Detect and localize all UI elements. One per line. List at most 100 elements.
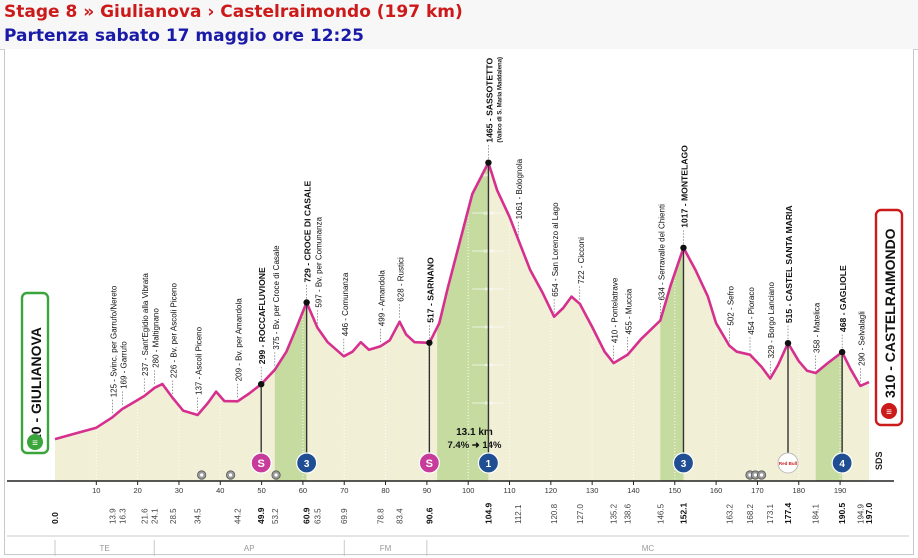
waypoint-label: 125 - Svinc. per Garrufo/Nereto [109, 285, 118, 397]
waypoint: 209 - Bv. per Amandola [235, 298, 244, 398]
intermediate-icon-center [229, 473, 233, 477]
intermediate-icon-center [753, 473, 757, 477]
km-marker-label: 16.3 [118, 508, 127, 524]
km-marker-label: 60.9 [302, 507, 312, 524]
climb-gradient: 7.4% ➜ 14% [447, 440, 501, 451]
waypoint-label: 209 - Bv. per Amandola [235, 298, 244, 382]
waypoint: 237 - Sant'Egidio alla Vibrata [141, 273, 150, 392]
waypoint-label: 499 - Amandola [378, 270, 387, 327]
x-tick-label: 20 [133, 486, 141, 495]
province-label: AP [244, 544, 255, 553]
waypoint: 628 - Rustici [397, 257, 406, 318]
x-tick-label: 170 [751, 486, 764, 495]
waypoint: 290 - Selvalagli [857, 311, 866, 382]
waypoint-label: 1017 - MONTELAGO [679, 145, 689, 228]
redbull-icon [777, 452, 799, 474]
summit-dot [784, 339, 792, 347]
start-sign: 10 - GIULIANOVA≡ [20, 291, 50, 455]
kom-badge: 4 [831, 355, 853, 474]
waypoint-label: 597 - Bv. per Comunanza [314, 216, 323, 307]
km-marker-label: 138.6 [624, 503, 633, 524]
waypoint: 455 - Muccia [625, 288, 634, 351]
km-marker-label: 194.9 [856, 503, 865, 524]
km-marker-label: 0.0 [50, 512, 60, 524]
waypoint: 358 - Matelica [813, 302, 822, 369]
kom-icon [831, 452, 853, 474]
kom-badge: 3 [672, 250, 695, 474]
finish-sign-box [874, 208, 904, 427]
waypoint-label: 654 - San Lorenzo al Lago [551, 202, 560, 297]
waypoint: 634 - Serravalle del Chienti [657, 204, 666, 317]
waypoint: 125 - Svinc. per Garrufo/Nereto [109, 285, 118, 414]
climb-area [274, 302, 307, 481]
waypoint-label: 299 - ROCCAFLUVIONE [257, 267, 267, 364]
waypoint: 299 - ROCCAFLUVIONE [257, 267, 267, 388]
x-tick-label: 90 [423, 486, 431, 495]
km-marker-label: 83.4 [396, 508, 405, 524]
sprint-icon [250, 452, 272, 474]
climb-area [437, 162, 489, 481]
km-marker-label: 197.0 [864, 502, 874, 524]
km-marker-label: 69.9 [340, 508, 349, 524]
finish-label: 310 - CASTELRAIMONDO [882, 228, 898, 398]
sprint-badge: S [418, 345, 440, 474]
kom-icon [296, 452, 318, 474]
kom-icon [672, 452, 695, 474]
intermediate-icon-center [759, 473, 764, 477]
waypoint-sublabel: (Valico di S. Maria Maddalena) [497, 57, 503, 143]
sprint-badge: S [250, 387, 272, 474]
summit-dot [680, 244, 687, 251]
waypoint: 1061 - Bolognola [515, 158, 524, 236]
climb-area [660, 247, 684, 481]
waypoint: 517 - SARNANO [425, 257, 435, 346]
waypoint: 375 - Bv. per Croce di Casale [272, 245, 281, 366]
profile-line [54, 161, 870, 441]
waypoint-label: 628 - Rustici [397, 257, 406, 302]
kom-category: 3 [304, 459, 310, 470]
km-marker-label: 21.6 [140, 508, 149, 524]
redbull-label: Red Bull [779, 461, 797, 466]
intermediate-icon-center [748, 473, 752, 477]
km-marker-label: 173.1 [766, 503, 775, 524]
start-label: 10 - GIULIANOVA [28, 327, 44, 442]
x-tick-label: 10 [92, 486, 100, 495]
waypoint-label: 454 - Pioraco [747, 287, 756, 335]
x-tick-label: 30 [175, 486, 183, 495]
km-marker-label: 168.2 [746, 503, 755, 524]
finish-bike-icon [881, 403, 897, 419]
kom-category: 4 [839, 459, 845, 470]
waypoint: 410 - Pontelatrave [611, 277, 620, 360]
waypoint-label: 455 - Muccia [625, 288, 634, 334]
km-marker-label: 152.1 [678, 502, 688, 524]
x-tick-label: 180 [792, 486, 805, 495]
waypoint-label: 468 - GAGLIOLE [838, 265, 848, 332]
start-sign-box [20, 291, 50, 455]
km-marker-label: 163.2 [725, 503, 734, 524]
x-tick-label: 130 [586, 486, 599, 495]
waypoint: 502 - Sefro [726, 285, 735, 342]
redbull-badge: Red Bull [777, 346, 799, 474]
summit-dot [426, 339, 433, 346]
waypoint-label: 517 - SARNANO [425, 257, 435, 323]
finish-sign: 310 - CASTELRAIMONDO ≡ [874, 208, 904, 427]
x-tick-label: 160 [710, 486, 723, 495]
waypoint: 169 - Garrufo [119, 341, 128, 405]
waypoint-label: 446 - Comunanza [341, 272, 350, 336]
km-marker-label: 49.9 [256, 507, 266, 524]
waypoint-label: 329 - Borgo Lanciano [767, 281, 776, 358]
start-bike-glyph: ≡ [32, 438, 38, 449]
watermark-logo: SDS [874, 451, 884, 470]
waypoint: 226 - Bv. per Ascoli Piceno [170, 282, 179, 395]
km-marker-label: 78.8 [377, 508, 386, 524]
x-tick-label: 110 [504, 486, 516, 495]
x-tick-label: 50 [257, 486, 265, 495]
province-label: FM [380, 544, 392, 553]
waypoint-label: 137 - Ascoli Piceno [195, 326, 204, 395]
waypoint-label: 226 - Bv. per Ascoli Piceno [170, 282, 179, 378]
waypoint: 597 - Bv. per Comunanza [314, 216, 323, 324]
climb-area [815, 352, 843, 481]
x-tick-label: 140 [627, 486, 640, 495]
waypoint-label: 237 - Sant'Egidio alla Vibrata [141, 273, 150, 376]
x-tick-label: 80 [381, 486, 389, 495]
